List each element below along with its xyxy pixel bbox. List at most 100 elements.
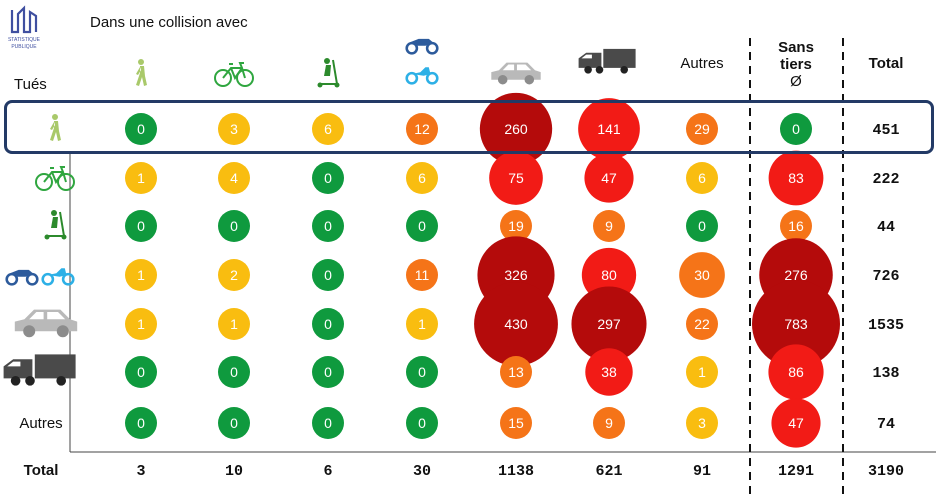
bubble-r4-c3 (406, 308, 438, 340)
value-label-r4-c6: 22 (694, 316, 710, 332)
value-label-r5-c1: 0 (230, 364, 238, 380)
bubble-r4-c4 (474, 282, 558, 366)
value-label-r6-c3: 0 (418, 415, 426, 431)
value-label-r0-c4: 260 (504, 121, 528, 137)
bubble-r4-c0 (125, 308, 157, 340)
bubble-r6-c3 (406, 407, 438, 439)
totals-row-label: Total (24, 462, 59, 479)
value-label-r3-c0: 1 (137, 267, 145, 283)
value-label-r6-c2: 0 (324, 415, 332, 431)
bubble-r2-c7 (780, 210, 812, 242)
value-label-r0-c2: 6 (324, 121, 332, 137)
value-label-r2-c1: 0 (230, 218, 238, 234)
svg-text:STATISTIQUE: STATISTIQUE (8, 37, 41, 43)
value-label-r4-c7: 783 (784, 316, 808, 332)
row-total-2: 44 (877, 219, 895, 236)
bubble-r6-c6 (686, 407, 718, 439)
row-axis-title: Tués (14, 76, 47, 93)
row-total-4: 1535 (868, 317, 904, 334)
bubble-r0-c4 (479, 92, 553, 166)
bubble-r2-c2 (312, 210, 344, 242)
row-total-3: 726 (872, 268, 899, 285)
bubble-r1-c1 (218, 162, 250, 194)
bubble-r4-c1 (218, 308, 250, 340)
bicycle-icon (35, 166, 75, 191)
bubble-r2-c1 (218, 210, 250, 242)
bubble-r1-c2 (312, 162, 344, 194)
row-total-0: 451 (872, 122, 899, 139)
bubble-r4-c7 (752, 280, 840, 368)
value-label-r3-c3: 11 (415, 267, 430, 283)
bubble-r3-c5 (581, 247, 637, 303)
column-header-total: Total (869, 55, 904, 72)
column-total-3: 30 (413, 463, 431, 480)
value-label-r5-c4: 13 (508, 364, 524, 380)
value-label-r4-c2: 0 (324, 316, 332, 332)
bubble-r4-c2 (312, 308, 344, 340)
value-label-r5-c2: 0 (324, 364, 332, 380)
column-total-4: 1138 (498, 463, 534, 480)
value-label-r5-c5: 38 (601, 364, 617, 380)
bubble-r0-c5 (578, 98, 640, 160)
bubble-r4-c6 (686, 308, 718, 340)
column-total-2: 6 (323, 463, 332, 480)
value-label-r5-c7: 86 (788, 364, 804, 380)
value-label-r4-c4: 430 (504, 316, 528, 332)
bubble-r3-c2 (312, 259, 344, 291)
value-label-r6-c0: 0 (137, 415, 145, 431)
value-label-r1-c7: 83 (788, 170, 804, 186)
bubble-r0-c3 (406, 113, 438, 145)
bubble-r4-c5 (571, 286, 647, 362)
value-label-r4-c1: 1 (230, 316, 238, 332)
value-label-r0-c0: 0 (137, 121, 145, 137)
scooter-icon (317, 58, 340, 88)
column-header-sans-tiers-2: tiers (780, 56, 812, 73)
bubble-r1-c6 (686, 162, 718, 194)
bubble-r5-c4 (500, 356, 532, 388)
value-label-r6-c6: 3 (698, 415, 706, 431)
chart-subtitle: Dans une collision avec (90, 14, 248, 31)
pedestrian-icon (50, 114, 61, 141)
bubble-r1-c5 (584, 153, 634, 203)
svg-text:PUBLIQUE: PUBLIQUE (11, 44, 37, 50)
bubble-r6-c2 (312, 407, 344, 439)
bubble-r3-c3 (406, 259, 438, 291)
bubble-r3-c0 (125, 259, 157, 291)
bubble-r6-c0 (125, 407, 157, 439)
value-label-r0-c5: 141 (597, 121, 621, 137)
column-total-6: 91 (693, 463, 711, 480)
row-total-6: 74 (877, 416, 895, 433)
value-label-r3-c2: 0 (324, 267, 332, 283)
bubble-r5-c7 (768, 344, 824, 400)
value-label-r1-c3: 6 (418, 170, 426, 186)
scooter2-icon (405, 67, 439, 85)
bubble-r5-c0 (125, 356, 157, 388)
bubble-r2-c5 (593, 210, 625, 242)
motorcycle-icon (5, 269, 39, 286)
bubble-r0-c1 (218, 113, 250, 145)
value-label-r4-c5: 297 (597, 316, 621, 332)
row-label-6: Autres (19, 415, 62, 432)
value-label-r2-c0: 0 (137, 218, 145, 234)
value-label-r1-c5: 47 (601, 170, 617, 186)
scooter2-icon (41, 268, 75, 286)
truck-icon (3, 354, 76, 386)
row-total-1: 222 (872, 171, 899, 188)
value-label-r3-c4: 326 (504, 267, 528, 283)
value-label-r1-c2: 0 (324, 170, 332, 186)
bubble-r5-c6 (686, 356, 718, 388)
value-label-r0-c6: 29 (694, 121, 710, 137)
value-label-r5-c6: 1 (698, 364, 706, 380)
value-label-r5-c3: 0 (418, 364, 426, 380)
bubble-r0-c2 (312, 113, 344, 145)
bubble-r5-c2 (312, 356, 344, 388)
column-total-0: 3 (136, 463, 145, 480)
bubble-r0-c7 (780, 113, 812, 145)
value-label-r4-c0: 1 (137, 316, 145, 332)
column-total-7: 1291 (778, 463, 814, 480)
truck-icon (578, 48, 636, 74)
value-label-r3-c5: 80 (601, 267, 617, 283)
bubble-r5-c5 (585, 348, 633, 396)
bubble-r1-c3 (406, 162, 438, 194)
